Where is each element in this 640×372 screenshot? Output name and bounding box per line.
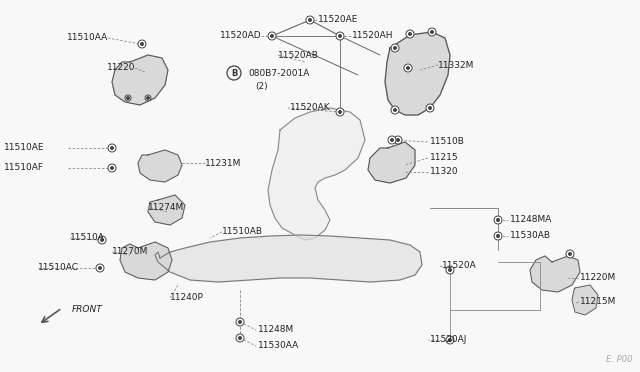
Text: 11510B: 11510B <box>430 138 465 147</box>
Circle shape <box>98 236 106 244</box>
Circle shape <box>396 138 400 142</box>
Polygon shape <box>572 285 598 315</box>
Circle shape <box>428 106 432 110</box>
Circle shape <box>268 32 276 40</box>
Polygon shape <box>268 108 365 240</box>
Circle shape <box>391 106 399 114</box>
Text: 11520AB: 11520AB <box>278 51 319 60</box>
Circle shape <box>336 108 344 116</box>
Text: 11530AA: 11530AA <box>258 341 300 350</box>
Text: 11215M: 11215M <box>580 298 616 307</box>
Text: 11231M: 11231M <box>205 158 241 167</box>
Text: 11510AE: 11510AE <box>4 144 45 153</box>
Text: 11510AF: 11510AF <box>4 164 44 173</box>
Polygon shape <box>530 256 580 292</box>
Circle shape <box>100 238 104 242</box>
Circle shape <box>494 232 502 240</box>
Circle shape <box>98 266 102 270</box>
Polygon shape <box>368 142 415 183</box>
Text: 11520AJ: 11520AJ <box>430 336 467 344</box>
Circle shape <box>108 164 116 172</box>
Text: 11248MA: 11248MA <box>510 215 552 224</box>
Text: 11270M: 11270M <box>112 247 148 257</box>
Circle shape <box>428 28 436 36</box>
Circle shape <box>566 250 574 258</box>
Circle shape <box>308 18 312 22</box>
Circle shape <box>236 318 244 326</box>
Circle shape <box>430 30 434 34</box>
Text: 11510AC: 11510AC <box>38 263 79 273</box>
Text: FRONT: FRONT <box>72 305 103 314</box>
Circle shape <box>146 96 150 100</box>
Text: 11510A: 11510A <box>70 234 105 243</box>
Circle shape <box>390 138 394 142</box>
Text: 11220: 11220 <box>106 64 135 73</box>
Circle shape <box>496 218 500 222</box>
Text: E: P00: E: P00 <box>605 355 632 364</box>
Circle shape <box>406 66 410 70</box>
Circle shape <box>238 320 242 324</box>
Circle shape <box>448 338 452 342</box>
Circle shape <box>404 64 412 72</box>
Circle shape <box>568 252 572 256</box>
Text: 11248M: 11248M <box>258 326 294 334</box>
Text: 11530AB: 11530AB <box>510 231 551 241</box>
Circle shape <box>270 34 274 38</box>
Text: B: B <box>231 68 237 77</box>
Polygon shape <box>385 32 450 115</box>
Text: 11510AA: 11510AA <box>67 33 108 42</box>
Circle shape <box>393 46 397 50</box>
Circle shape <box>393 108 397 112</box>
Polygon shape <box>148 195 185 225</box>
Circle shape <box>496 234 500 238</box>
Circle shape <box>426 104 434 112</box>
Text: (2): (2) <box>255 83 268 92</box>
Circle shape <box>394 136 402 144</box>
Text: 11215: 11215 <box>430 154 459 163</box>
Text: 080B7-2001A: 080B7-2001A <box>248 68 309 77</box>
Text: 11520AD: 11520AD <box>220 32 262 41</box>
Circle shape <box>145 95 151 101</box>
Text: 11332M: 11332M <box>438 61 474 70</box>
Circle shape <box>446 336 454 344</box>
Circle shape <box>108 144 116 152</box>
Circle shape <box>338 34 342 38</box>
Circle shape <box>494 216 502 224</box>
Circle shape <box>96 264 104 272</box>
Text: 11220M: 11220M <box>580 273 616 282</box>
Text: 11520AE: 11520AE <box>318 16 358 25</box>
Polygon shape <box>155 235 422 282</box>
Circle shape <box>238 336 242 340</box>
Text: 11240P: 11240P <box>170 294 204 302</box>
Circle shape <box>125 95 131 101</box>
Circle shape <box>110 146 114 150</box>
Text: 11520A: 11520A <box>442 262 477 270</box>
Circle shape <box>236 334 244 342</box>
Polygon shape <box>138 150 182 182</box>
Circle shape <box>138 40 146 48</box>
Text: 11520AH: 11520AH <box>352 32 394 41</box>
Circle shape <box>338 110 342 114</box>
Polygon shape <box>120 242 172 280</box>
Circle shape <box>306 16 314 24</box>
Text: 11510AB: 11510AB <box>222 228 263 237</box>
Circle shape <box>391 44 399 52</box>
Text: 11274M: 11274M <box>148 203 184 212</box>
Text: 11520AK: 11520AK <box>290 103 331 112</box>
Circle shape <box>446 266 454 274</box>
Polygon shape <box>112 55 168 105</box>
Circle shape <box>336 32 344 40</box>
Circle shape <box>110 166 114 170</box>
Circle shape <box>140 42 144 46</box>
Circle shape <box>126 96 130 100</box>
Circle shape <box>448 268 452 272</box>
Circle shape <box>406 30 414 38</box>
Text: 11320: 11320 <box>430 167 459 176</box>
Circle shape <box>408 32 412 36</box>
Circle shape <box>388 136 396 144</box>
